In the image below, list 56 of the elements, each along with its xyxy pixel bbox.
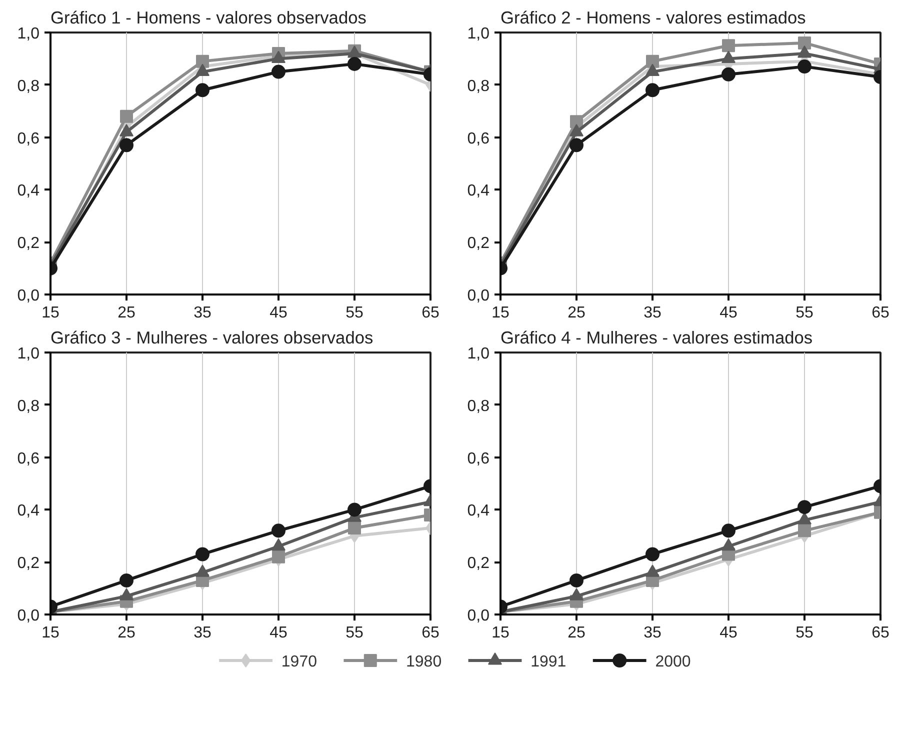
x-tick-label: 25 (118, 304, 136, 322)
x-tick-label: 55 (796, 624, 814, 642)
x-tick-label: 35 (194, 304, 212, 322)
x-tick-label: 35 (644, 304, 662, 322)
y-tick-label: 1,0 (467, 346, 490, 362)
legend-label: 1980 (406, 654, 442, 670)
y-tick-label: 0,8 (17, 78, 40, 95)
x-tick-label: 45 (720, 624, 738, 642)
y-tick-label: 0,2 (467, 235, 490, 252)
chart-title: Gráfico 3 - Mulheres - valores observados (50, 328, 374, 348)
y-tick-label: 0,2 (467, 555, 490, 572)
x-tick-label: 15 (42, 304, 60, 322)
y-tick-label: 0,6 (17, 130, 40, 148)
x-tick-label: 15 (42, 624, 60, 642)
y-tick-label: 1,0 (17, 346, 40, 362)
x-tick-label: 15 (492, 304, 510, 322)
x-tick-label: 25 (568, 624, 586, 642)
x-tick-label: 55 (346, 624, 364, 642)
y-tick-label: 0,8 (467, 78, 490, 95)
y-tick-label: 0,0 (467, 608, 490, 624)
x-tick-label: 45 (270, 304, 288, 322)
chart-title: Gráfico 1 - Homens - valores observados (50, 8, 367, 28)
x-tick-label: 45 (270, 624, 288, 642)
legend-label: 2000 (655, 654, 691, 670)
y-tick-label: 1,0 (17, 26, 40, 42)
x-tick-label: 65 (872, 304, 890, 322)
y-tick-label: 1,0 (467, 26, 490, 42)
x-tick-label: 65 (422, 624, 440, 642)
y-tick-label: 0,4 (467, 502, 490, 520)
y-tick-label: 0,6 (467, 130, 490, 148)
y-tick-label: 0,2 (17, 555, 40, 572)
chart-title: Gráfico 2 - Homens - valores estimados (500, 8, 806, 28)
y-tick-label: 0,0 (467, 288, 490, 304)
y-tick-label: 0,8 (467, 398, 490, 415)
y-tick-label: 0,6 (467, 450, 490, 468)
y-tick-label: 0,4 (17, 182, 40, 200)
chart-title: Gráfico 4 - Mulheres - valores estimados (500, 328, 813, 348)
legend-label: 1991 (530, 654, 566, 670)
y-tick-label: 0,4 (467, 182, 490, 200)
y-tick-label: 0,4 (17, 502, 40, 520)
y-tick-label: 0,2 (17, 235, 40, 252)
legend-label: 1970 (281, 654, 318, 670)
x-tick-label: 65 (872, 624, 890, 642)
x-tick-label: 45 (720, 304, 738, 322)
x-tick-label: 15 (492, 624, 510, 642)
y-tick-label: 0,0 (17, 288, 40, 304)
x-tick-label: 65 (422, 304, 440, 322)
x-tick-label: 35 (194, 624, 212, 642)
y-tick-label: 0,6 (17, 450, 40, 468)
x-tick-label: 25 (118, 624, 136, 642)
x-tick-label: 55 (796, 304, 814, 322)
x-tick-label: 55 (346, 304, 364, 322)
y-tick-label: 0,0 (17, 608, 40, 624)
x-tick-label: 25 (568, 304, 586, 322)
x-tick-label: 35 (644, 624, 662, 642)
y-tick-label: 0,8 (17, 398, 40, 415)
